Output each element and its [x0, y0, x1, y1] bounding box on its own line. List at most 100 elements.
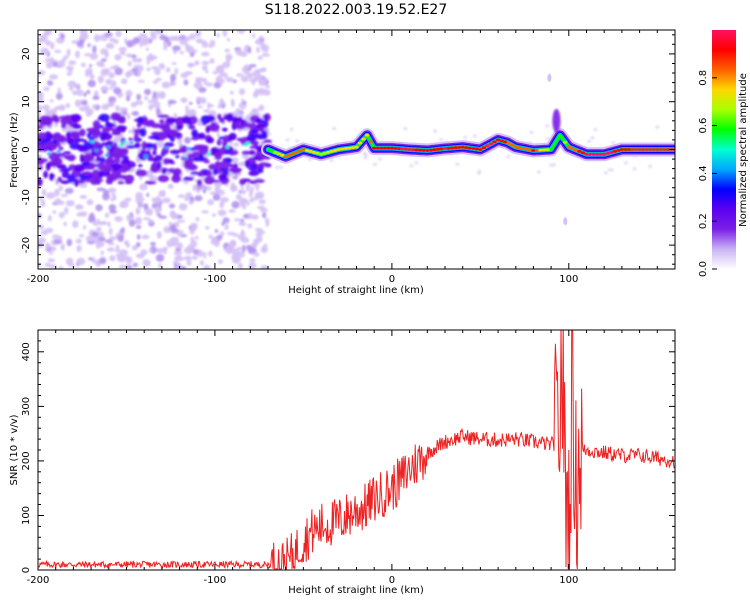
ridge-core [375, 146, 380, 150]
snr-series-line [38, 330, 675, 570]
ridge-core [464, 146, 469, 150]
spectrogram-ridge [261, 73, 675, 226]
ridge-core [389, 146, 395, 150]
spectrogram-y-tick-label: 10 [21, 95, 32, 108]
ridge-core [655, 148, 660, 151]
snr-x-tick-label: 100 [559, 575, 578, 586]
colorbar-tick-label: 0.4 [698, 165, 709, 181]
ridge-core [644, 148, 649, 151]
ridge-core [619, 148, 625, 151]
ridge-core [658, 148, 663, 151]
snr-x-tick-label: -100 [204, 575, 227, 586]
ridge-core [587, 152, 593, 156]
ridge-core [471, 147, 476, 150]
ridge-core [609, 151, 614, 154]
snr-y-tick-label: 300 [21, 397, 32, 416]
colorbar-tick-label: 0.6 [698, 118, 709, 134]
ridge-core [287, 153, 292, 157]
ridge-core [506, 141, 511, 145]
ridge-core [570, 147, 575, 150]
snr-y-tick-label: 0 [21, 567, 32, 573]
ridge-core [347, 146, 352, 150]
ridge-core [478, 148, 483, 151]
ridge-core [580, 151, 586, 155]
ridge-core [315, 151, 320, 155]
ridge-core [492, 140, 497, 144]
spectrogram-y-tick-label: 0 [21, 146, 32, 152]
colorbar: 0.0 0.2 0.4 0.6 0.8 Normalized spectral ampl… [698, 30, 749, 277]
ridge-core [665, 148, 671, 151]
ridge-core [640, 148, 646, 151]
ridge-core [386, 146, 391, 150]
snr-x-tick-label: -200 [27, 575, 50, 586]
spectrogram-x-axis-label: Height of straight line (km) [288, 285, 424, 296]
ridge-core [573, 148, 579, 152]
ridge-core [428, 148, 433, 152]
ridge-core [651, 148, 656, 151]
ridge-core [435, 147, 441, 151]
ridge-core [485, 144, 490, 148]
ridge-core [510, 143, 515, 147]
ridge-core [357, 141, 363, 145]
ridge-core [513, 145, 518, 149]
ridge-core [414, 148, 419, 152]
ridge-core [439, 147, 444, 151]
ridge-core [612, 150, 617, 153]
snr-x-axis-label: Height of straight line (km) [288, 585, 424, 596]
ridge-core [626, 148, 632, 151]
ridge-core [527, 148, 533, 152]
spectrogram-x-tick-label: -200 [27, 274, 50, 285]
ridge-core [364, 133, 370, 137]
ridge-core [340, 147, 345, 151]
snr-panel: -200 -100 0 100 0 100 200 300 400 Height of stra… [9, 329, 676, 596]
ridge-core [396, 147, 402, 151]
spectrogram-y-tick-label: -10 [21, 189, 32, 205]
ridge-core [350, 146, 356, 150]
ridge-core [563, 140, 568, 144]
spectrogram-marks [38, 30, 675, 269]
snr-y-tick-label: 400 [21, 342, 32, 361]
ridge-core [566, 145, 571, 149]
ridge-core [297, 149, 303, 153]
ridge-core [605, 151, 610, 155]
ridge-core [662, 148, 667, 151]
ridge-core [329, 150, 334, 153]
snr-y-axis-label: SNR (10 * v/v) [9, 414, 20, 485]
ridge-core [446, 146, 451, 150]
ridge-core [407, 148, 412, 151]
figure-title: S118.2022.003.19.52.E27 [265, 2, 448, 18]
ridge-core [517, 146, 522, 150]
colorbar-ticks: 0.0 0.2 0.4 0.6 0.8 [698, 70, 717, 277]
ridge-core [577, 150, 582, 153]
ridge-core [584, 152, 589, 156]
ridge-spike-top [547, 73, 552, 82]
ridge-core [354, 145, 359, 149]
colorbar-tick-label: 0.2 [698, 213, 709, 229]
ridge-core [594, 152, 600, 156]
spectrogram-x-tick-label: 0 [389, 274, 395, 285]
ridge-core [538, 148, 543, 152]
ridge-spike [552, 108, 561, 133]
ridge-core [545, 148, 550, 152]
ridge-core [531, 149, 536, 152]
ridge-core [368, 140, 373, 144]
ridge-core [304, 149, 310, 152]
ridge-core [333, 149, 338, 152]
colorbar-tick-label: 0.0 [698, 261, 709, 277]
ridge-core [630, 148, 635, 151]
ridge-spike-bottom [563, 217, 568, 226]
ridge-core [602, 152, 607, 156]
ridge-core [541, 148, 547, 152]
snr-ticks: -200 -100 0 100 0 100 200 300 400 [21, 329, 676, 586]
ridge-core [616, 149, 621, 152]
ridge-core [499, 139, 504, 143]
ridge-core [449, 146, 455, 150]
ridge-core [400, 147, 405, 151]
ridge-core [637, 148, 642, 151]
ridge-core [520, 147, 525, 150]
ridge-core [442, 147, 448, 150]
ridge-core [467, 146, 472, 150]
colorbar-gradient [712, 30, 736, 269]
